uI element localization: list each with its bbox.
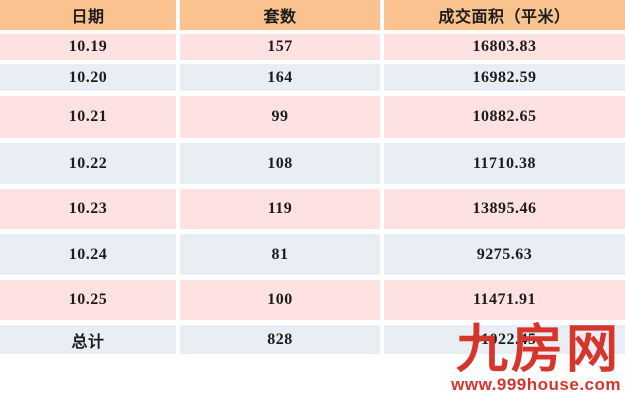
date-cell: 10.24 [0, 234, 176, 275]
table-total-row: 总计 828 91022.45 [0, 325, 625, 354]
date-cell: 10.22 [0, 143, 176, 184]
area-cell: 16803.83 [384, 34, 625, 60]
area-cell: 16982.59 [384, 64, 625, 91]
units-cell: 164 [180, 64, 380, 91]
table-row: 10.21 99 10882.65 [0, 96, 625, 138]
units-cell: 100 [180, 280, 380, 320]
units-cell: 157 [180, 34, 380, 60]
units-cell: 81 [180, 234, 380, 275]
column-header-date: 日期 [0, 0, 176, 30]
area-cell: 9275.63 [384, 234, 625, 275]
table-row: 10.22 108 11710.38 [0, 143, 625, 184]
total-label: 总计 [0, 325, 176, 354]
table-row: 10.24 81 9275.63 [0, 234, 625, 275]
column-header-units: 套数 [180, 0, 380, 30]
date-cell: 10.20 [0, 64, 176, 91]
total-units-cell: 828 [180, 325, 380, 354]
area-cell: 10882.65 [384, 96, 625, 138]
watermark-url: www.999house.com [451, 375, 621, 394]
column-header-area: 成交面积（平米） [384, 0, 625, 30]
transactions-table: 日期 套数 成交面积（平米） 10.19 157 16803.83 10.20 … [0, 0, 625, 354]
table-row: 10.25 100 11471.91 [0, 280, 625, 320]
total-area-cell: 91022.45 [384, 325, 625, 354]
date-cell: 10.19 [0, 34, 176, 60]
date-cell: 10.25 [0, 280, 176, 320]
table-header-row: 日期 套数 成交面积（平米） [0, 0, 625, 30]
units-cell: 119 [180, 189, 380, 229]
units-cell: 108 [180, 143, 380, 184]
date-cell: 10.23 [0, 189, 176, 229]
units-cell: 99 [180, 96, 380, 138]
table-row: 10.19 157 16803.83 [0, 34, 625, 60]
area-cell: 13895.46 [384, 189, 625, 229]
table-row: 10.20 164 16982.59 [0, 64, 625, 91]
area-cell: 11471.91 [384, 280, 625, 320]
table-row: 10.23 119 13895.46 [0, 189, 625, 229]
date-cell: 10.21 [0, 96, 176, 138]
area-cell: 11710.38 [384, 143, 625, 184]
